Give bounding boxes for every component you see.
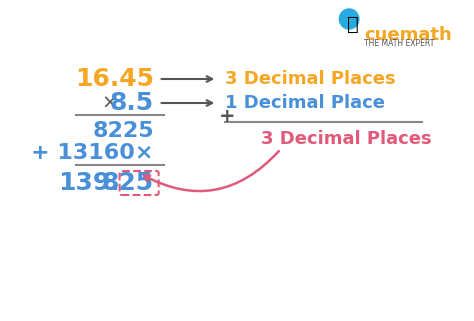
Circle shape (339, 9, 359, 29)
Text: 8.5: 8.5 (109, 91, 154, 115)
Text: 🚀: 🚀 (347, 15, 359, 34)
Text: 3 Decimal Places: 3 Decimal Places (261, 130, 432, 148)
Text: 1 Decimal Place: 1 Decimal Place (225, 94, 385, 112)
Text: THE MATH EXPERT: THE MATH EXPERT (364, 39, 434, 48)
Text: +: + (219, 108, 236, 126)
Text: + 13160×: + 13160× (31, 143, 154, 163)
Text: 825: 825 (101, 171, 154, 195)
Text: 8225: 8225 (92, 121, 154, 141)
Text: 139.: 139. (58, 171, 119, 195)
Text: 3 Decimal Places: 3 Decimal Places (225, 70, 396, 88)
Text: 16.45: 16.45 (75, 67, 154, 91)
Text: cuemath: cuemath (364, 26, 452, 44)
Text: ×: × (101, 93, 118, 112)
